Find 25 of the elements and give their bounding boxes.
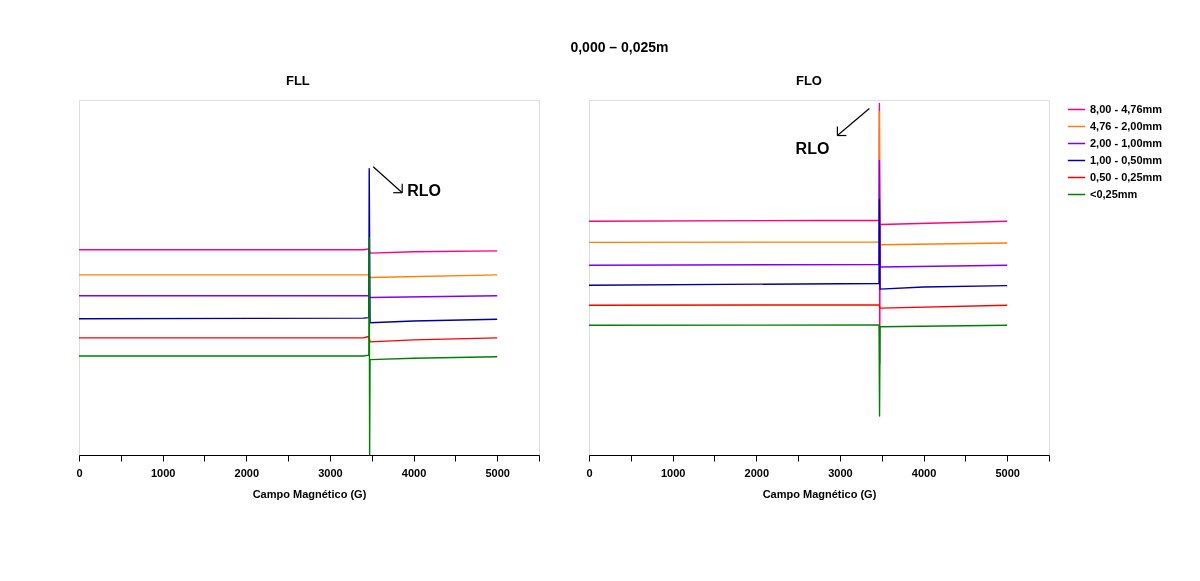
x-tick-label: 2000 <box>744 466 770 479</box>
x-tick-label: 0 <box>586 466 593 479</box>
x-tick-label: 2000 <box>234 466 260 479</box>
x-tick-label: 0 <box>76 466 83 479</box>
x-tick-label: 1000 <box>660 466 686 479</box>
text: 0,000 – 0,025m <box>570 38 669 55</box>
legend-label: 0,50 - 0,25mm <box>1090 170 1163 183</box>
annotation: RLO <box>407 181 441 199</box>
x-tick-label: 5000 <box>485 466 510 479</box>
x-tick-label: 1000 <box>150 466 176 479</box>
x-axis-title: Campo Magnético (G) <box>252 487 367 500</box>
legend-label: <0,25mm <box>1090 187 1138 200</box>
legend-label: 1,00 - 0,50mm <box>1090 153 1163 166</box>
annotation: RLO <box>795 139 830 157</box>
chart-title: FLO <box>795 73 822 88</box>
x-tick-label: 4000 <box>401 466 427 479</box>
x-tick-label: 3000 <box>828 466 853 479</box>
x-axis-title: Campo Magnético (G) <box>762 487 877 500</box>
x-tick-label: 4000 <box>911 466 937 479</box>
x-tick-label: 5000 <box>995 466 1020 479</box>
legend-label: 2,00 - 1,00mm <box>1090 136 1163 149</box>
chart-title: FLL <box>285 73 310 88</box>
x-tick-label: 3000 <box>318 466 343 479</box>
legend-label: 4,76 - 2,00mm <box>1090 119 1163 132</box>
legend-label: 8,00 - 4,76mm <box>1090 102 1163 115</box>
